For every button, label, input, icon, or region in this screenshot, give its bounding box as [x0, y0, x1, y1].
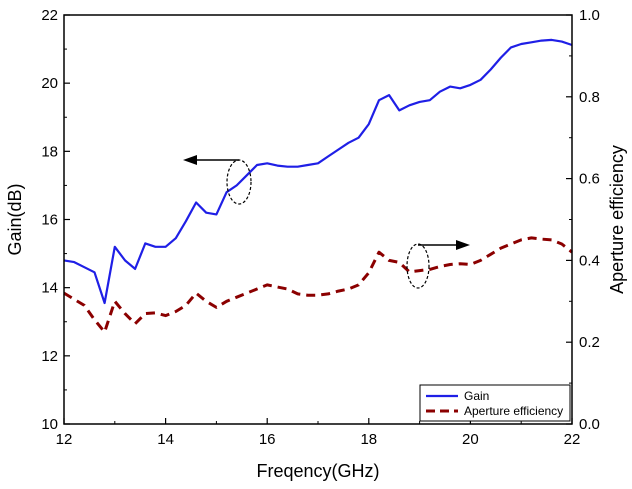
y2-tick-label: 0.2 [579, 334, 600, 351]
aperture-efficiency-line [63, 236, 573, 334]
y-axis-title: Gain(dB) [5, 183, 25, 255]
y2-axis-title: Aperture efficiency [607, 145, 627, 294]
legend-label: Aperture efficiency [464, 404, 563, 418]
x-tick-label: 12 [56, 431, 73, 448]
x-tick-label: 16 [259, 431, 276, 448]
efficiency-axis-arrowhead [456, 240, 470, 250]
y2-tick-label: 0.4 [579, 252, 600, 269]
y-tick-label: 22 [41, 7, 58, 24]
x-tick-label: 22 [564, 431, 581, 448]
y2-tick-label: 0.6 [579, 171, 600, 188]
y2-tick-label: 0.0 [579, 416, 600, 433]
legend-label: Gain [464, 389, 489, 403]
plot-frame [63, 14, 573, 425]
y-tick-label: 14 [41, 280, 58, 297]
y-tick-label: 10 [41, 416, 58, 433]
gain-axis-arrowhead [183, 155, 197, 165]
y-tick-label: 18 [41, 143, 58, 160]
legend-box [419, 384, 571, 422]
x-tick-label: 20 [462, 431, 479, 448]
x-tick-label: 18 [360, 431, 377, 448]
gain-line [63, 38, 573, 305]
y2-tick-label: 1.0 [579, 7, 600, 24]
efficiency-highlight-ellipse [406, 243, 430, 289]
y-tick-label: 16 [41, 212, 58, 229]
y-tick-label: 20 [41, 75, 58, 92]
marks-layer [63, 38, 573, 334]
x-axis-title: Freqency(GHz) [256, 461, 379, 481]
y2-tick-label: 0.8 [579, 89, 600, 106]
axes-layer: 12 14 16 18 20 22101214161820220.00.20.40.60.… [41, 7, 600, 448]
y-tick-label: 12 [41, 348, 58, 365]
x-tick-label: 14 [157, 431, 174, 448]
annotations-layer [183, 155, 470, 289]
